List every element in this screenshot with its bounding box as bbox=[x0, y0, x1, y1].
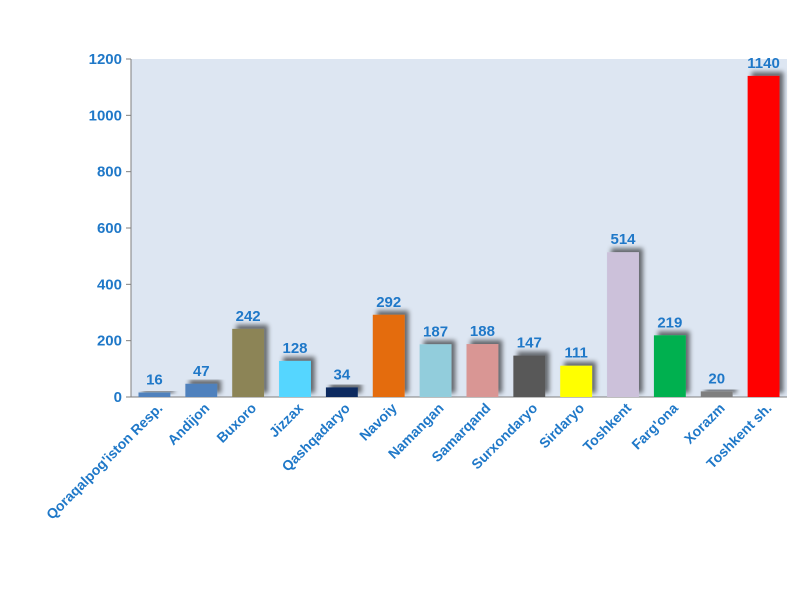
data-label-7: 188 bbox=[470, 323, 495, 340]
data-label-11: 219 bbox=[657, 314, 682, 331]
plot-background bbox=[131, 59, 787, 397]
data-label-9: 111 bbox=[564, 345, 587, 362]
y-tick-label: 400 bbox=[97, 276, 122, 293]
category-label-1: Andijon bbox=[164, 400, 212, 448]
category-labels: Qoraqalpog'iston Resp.Andijon Buxoro Jizza… bbox=[43, 400, 775, 523]
y-tick-label: 600 bbox=[97, 220, 122, 237]
category-label-12: Xorazm bbox=[681, 400, 728, 447]
data-label-3: 128 bbox=[282, 340, 307, 357]
data-label-0: 16 bbox=[146, 371, 163, 388]
bar-9 bbox=[560, 365, 593, 397]
bar-11 bbox=[653, 335, 686, 397]
y-tick-label: 800 bbox=[97, 164, 122, 181]
data-label-6: 187 bbox=[423, 323, 448, 340]
bar-12 bbox=[700, 391, 733, 397]
y-tick-label: 1000 bbox=[89, 107, 122, 124]
bar-4 bbox=[325, 387, 358, 397]
category-label-5: Navoiy bbox=[356, 400, 400, 444]
category-label-0: Qoraqalpog'iston Resp. bbox=[43, 400, 166, 523]
data-label-2: 242 bbox=[236, 308, 261, 325]
bar-13 bbox=[747, 75, 780, 398]
data-labels: 16 47 242 128 34 292 187 188 147 111 514 219 20 1140 bbox=[146, 55, 780, 389]
data-label-12: 20 bbox=[708, 370, 725, 387]
bar-8 bbox=[513, 355, 546, 397]
bars bbox=[138, 75, 780, 398]
bar-7 bbox=[466, 344, 499, 397]
y-tick-label: 200 bbox=[97, 333, 122, 350]
data-label-1: 47 bbox=[193, 363, 210, 380]
bar-10 bbox=[607, 252, 639, 397]
bar-0 bbox=[138, 392, 171, 397]
category-label-11: Farg'ona bbox=[628, 400, 681, 453]
bar-3 bbox=[279, 360, 311, 397]
data-label-4: 34 bbox=[334, 366, 351, 383]
bar-6 bbox=[419, 344, 452, 397]
bar-5 bbox=[372, 314, 405, 397]
data-label-5: 292 bbox=[376, 294, 401, 311]
bar-1 bbox=[185, 383, 218, 397]
category-label-10: Toshkent bbox=[580, 400, 635, 455]
y-tick-label: 1200 bbox=[89, 51, 122, 68]
category-label-3: Jizzax bbox=[266, 400, 307, 441]
plot-area bbox=[131, 59, 787, 397]
bar-2 bbox=[232, 328, 265, 397]
data-label-10: 514 bbox=[610, 231, 636, 248]
data-label-8: 147 bbox=[517, 335, 542, 352]
data-label-13: 1140 bbox=[747, 55, 780, 72]
y-tick-label: 0 bbox=[114, 389, 122, 406]
category-label-2: Buxoro bbox=[213, 400, 259, 446]
